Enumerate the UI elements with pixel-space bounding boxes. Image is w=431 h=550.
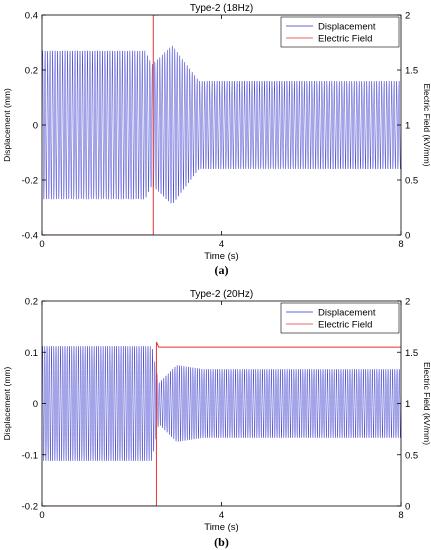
y-axis-label: Displacement (mm): [2, 88, 12, 162]
x-tick-label: 4: [219, 510, 224, 521]
y2-tick-label: 2: [405, 297, 410, 308]
chart-title: Type-2 (18Hz): [190, 3, 253, 14]
legend-entry: Displacement: [318, 308, 376, 319]
x-tick-label: 0: [39, 239, 44, 250]
legend-entry: Displacement: [318, 22, 376, 33]
y-tick-label: -0.2: [22, 502, 38, 513]
y-tick-label: -0.2: [22, 176, 38, 187]
y-tick-label: 0: [33, 121, 38, 132]
x-tick-label: 4: [219, 239, 224, 250]
chart-panel-1: 0 4 8 -0.4 -0.2 0 0.2 0.4 0 0.5 1 1.5 2 Type-2 (18Hz)…: [2, 3, 431, 277]
y-tick-label: -0.1: [22, 450, 38, 461]
y2-tick-label: 0.5: [405, 450, 418, 461]
y-tick-label: -0.4: [22, 231, 38, 242]
electric-field-series-line: [42, 341, 401, 506]
y-axis-label: Displacement (mm): [2, 366, 12, 440]
chart-panel-2: 0 4 8 -0.2 -0.1 0 0.1 0.2 0 0.5 1 1.5 2 Type-2 (20Hz)…: [2, 289, 431, 549]
panel-caption: (b): [214, 535, 229, 549]
legend-entry: Electric Field: [318, 34, 372, 45]
y2-tick-label: 1.5: [405, 348, 418, 359]
x-tick-label: 8: [398, 510, 403, 521]
x-tick-label: 0: [39, 510, 44, 521]
y-tick-label: 0.4: [25, 11, 38, 22]
y2-axis-label: Electric Field (kV/mm): [422, 83, 431, 166]
electric-field-series-line: [42, 15, 159, 235]
y-tick-label: 0: [33, 399, 38, 410]
y2-tick-label: 0: [405, 231, 410, 242]
x-tick-label: 8: [398, 239, 403, 250]
y2-tick-label: 2: [405, 11, 410, 22]
panel-caption: (a): [215, 263, 229, 277]
x-axis-label: Time (s): [204, 251, 238, 262]
displacement-series-line: [42, 346, 401, 461]
legend-box: [280, 16, 400, 48]
x-axis-label: Time (s): [204, 522, 238, 533]
displacement-series-line: [42, 45, 401, 204]
y2-tick-label: 0.5: [405, 176, 418, 187]
y-tick-label: 0.1: [25, 348, 38, 359]
legend-box: [280, 302, 400, 334]
y2-axis-label: Electric Field (kV/mm): [422, 362, 431, 445]
legend-entry: Electric Field: [318, 320, 372, 331]
y-tick-label: 0.2: [25, 66, 38, 77]
y2-tick-label: 1: [405, 399, 410, 410]
y2-tick-label: 0: [405, 502, 410, 513]
y2-tick-label: 1: [405, 121, 410, 132]
y-tick-label: 0.2: [25, 297, 38, 308]
chart-title: Type-2 (20Hz): [190, 289, 253, 300]
y2-tick-label: 1.5: [405, 66, 418, 77]
